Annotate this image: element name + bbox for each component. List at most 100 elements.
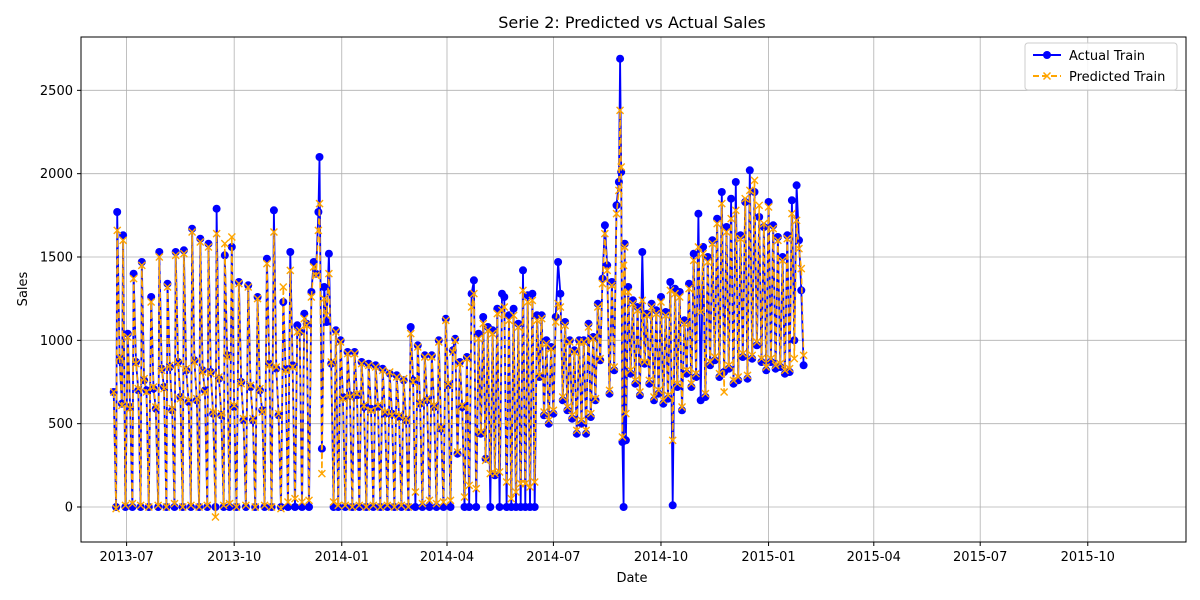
predicted-train-point: [773, 236, 782, 245]
predicted-train-point: [312, 271, 321, 280]
predicted-train-point: [411, 488, 420, 496]
predicted-train-point: [234, 279, 243, 288]
actual-train-point: [397, 503, 406, 511]
predicted-train-point: [260, 501, 269, 510]
actual-train-point: [371, 361, 380, 370]
predicted-train-point: [276, 504, 285, 513]
predicted-train-point: [568, 411, 577, 420]
actual-train-point: [787, 196, 796, 205]
predicted-train-point: [713, 219, 722, 228]
predicted-train-point: [619, 261, 628, 270]
y-tick-label: 1000: [40, 334, 73, 349]
predicted-train-point: [509, 311, 518, 320]
predicted-train-point: [495, 468, 504, 476]
predicted-train-point: [376, 503, 385, 511]
grid-lines: [81, 37, 1186, 542]
predicted-train-point: [295, 326, 304, 335]
y-tick-label: 1500: [40, 251, 73, 266]
predicted-train-point: [610, 363, 619, 371]
actual-train-point: [413, 341, 422, 350]
predicted-train-point: [717, 199, 726, 208]
predicted-train-point: [155, 253, 164, 261]
predicted-train-point: [388, 411, 397, 420]
predicted-train-point: [151, 403, 160, 411]
actual-train-point: [176, 393, 185, 401]
predicted-train-point: [381, 408, 390, 416]
predicted-train-point: [521, 479, 530, 488]
actual-train-point: [495, 503, 504, 511]
series-layer: [109, 54, 808, 521]
predicted-train-point: [628, 299, 637, 308]
predicted-train-point: [413, 343, 422, 351]
predicted-train-point: [374, 401, 382, 410]
predicted-train-point: [300, 314, 309, 323]
actual-train-point: [591, 396, 600, 405]
predicted-train-point: [404, 503, 413, 511]
predicted-train-point: [523, 298, 532, 306]
actual-train-point: [364, 359, 373, 368]
predicted-train-point: [738, 349, 747, 358]
predicted-train-point: [241, 501, 250, 510]
predicted-train-point: [596, 354, 605, 363]
predicted-train-point: [336, 338, 345, 346]
actual-train-point: [638, 248, 647, 256]
actual-train-point: [453, 449, 462, 458]
predicted-train-point: [500, 303, 509, 311]
predicted-train-point: [383, 501, 392, 510]
actual-train-point: [212, 204, 221, 213]
actual-train-point: [154, 503, 163, 511]
actual-train-point: [465, 503, 474, 511]
predicted-train-point: [687, 379, 696, 388]
predicted-train-point: [734, 373, 743, 381]
actual-train-point: [219, 503, 228, 511]
predicted-train-point: [787, 209, 796, 218]
x-axis-label: Date: [616, 571, 647, 586]
predicted-train-point: [184, 396, 193, 405]
predicted-train-point: [439, 498, 448, 506]
predicted-train-point: [785, 364, 794, 373]
predicted-train-point: [476, 428, 485, 436]
actual-train-point: [174, 358, 183, 366]
predicted-train-point: [149, 383, 158, 391]
predicted-train-point: [699, 249, 708, 258]
predicted-train-point: [418, 499, 427, 508]
predicted-train-point: [645, 376, 654, 385]
actual-train-point: [427, 351, 436, 360]
actual-train-point: [286, 248, 295, 256]
predicted-train-point: [162, 503, 171, 511]
predicted-train-point: [432, 499, 441, 508]
predicted-train-point: [649, 393, 658, 401]
predicted-train-point: [633, 306, 642, 315]
predicted-train-point: [453, 448, 462, 456]
predicted-train-point: [692, 369, 701, 378]
actual-train-point: [369, 503, 378, 511]
predicted-train-point: [511, 488, 520, 496]
actual-train-point: [717, 188, 726, 196]
predicted-train-point: [129, 274, 138, 283]
actual-train-point: [469, 276, 478, 285]
predicted-train-point: [696, 308, 705, 316]
predicted-train-point: [262, 259, 271, 268]
predicted-train-point: [497, 306, 506, 315]
actual-train-point: [425, 503, 434, 511]
predicted-train-point: [792, 216, 801, 225]
actual-train-point: [430, 403, 439, 411]
predicted-train-point: [582, 426, 591, 435]
predicted-train-point: [399, 374, 408, 383]
actual-train-point: [455, 358, 464, 366]
predicted-train-point: [109, 388, 118, 396]
predicted-train-point: [561, 321, 570, 330]
predicted-train-point: [371, 363, 380, 371]
predicted-train-point: [281, 366, 290, 375]
predicted-train-point: [137, 261, 146, 270]
predicted-train-point: [430, 401, 439, 410]
predicted-train-point: [638, 296, 647, 305]
predicted-train-point: [507, 494, 516, 503]
predicted-train-point: [420, 353, 429, 361]
predicted-train-point: [715, 369, 724, 378]
actual-train-point: [420, 351, 429, 360]
predicted-train-point: [364, 361, 373, 370]
y-axis-label: Sales: [16, 271, 31, 306]
predicted-train-point: [790, 354, 799, 363]
predicted-train-point: [437, 423, 446, 431]
